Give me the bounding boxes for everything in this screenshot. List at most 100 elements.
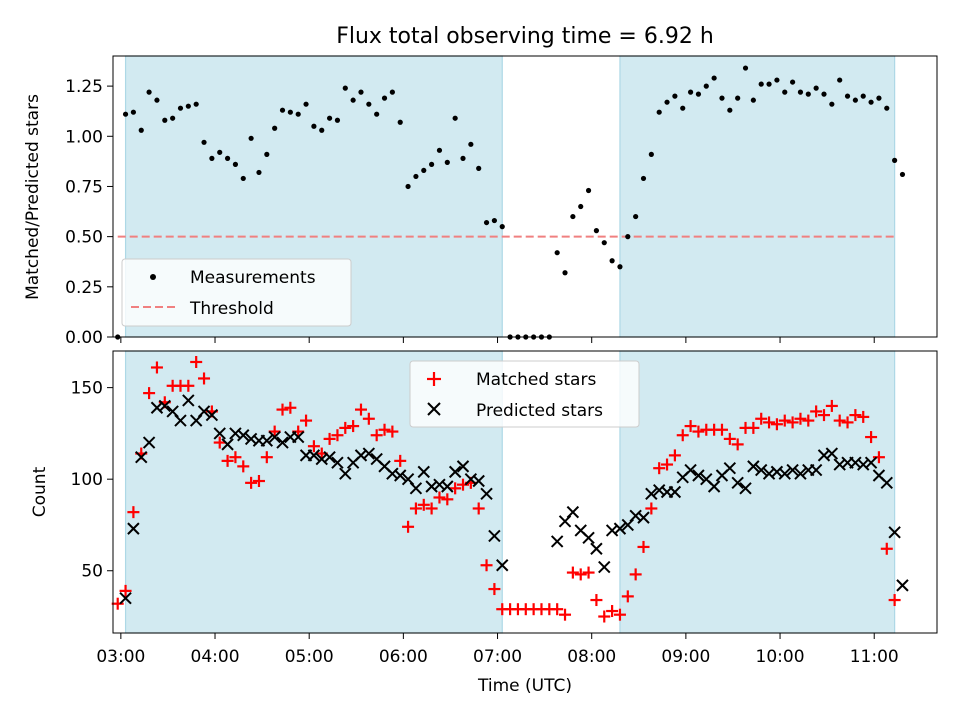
top-x-ticks: [120, 337, 875, 343]
measurement-point: [217, 149, 223, 155]
matched-point: [252, 475, 265, 488]
matched-point: [841, 416, 854, 429]
measurement-point: [381, 95, 388, 101]
y-tick-label: 100: [71, 470, 103, 490]
measurement-point: [562, 270, 568, 276]
predicted-point: [786, 463, 799, 477]
measurement-point: [311, 123, 317, 129]
measurement-point: [899, 171, 906, 178]
measurement-point: [774, 77, 780, 83]
measurement-point: [837, 77, 843, 83]
matched-point: [778, 414, 791, 427]
predicted-point: [339, 467, 352, 480]
measurement-point: [499, 224, 505, 230]
predicted-point: [119, 592, 132, 605]
measurement-point: [240, 175, 246, 182]
measurement-point: [374, 111, 380, 117]
measurement-point: [640, 175, 647, 182]
x-tick-label: 08:00: [567, 647, 616, 667]
matched-point: [300, 414, 313, 427]
matched-point: [715, 423, 728, 436]
measurement-point: [154, 97, 160, 103]
y-tick-label: 1.00: [65, 127, 103, 147]
matched-point: [888, 594, 901, 607]
matched-point: [590, 594, 603, 607]
matched-point: [763, 416, 776, 429]
measurement-point: [782, 89, 788, 95]
y-tick-label: 1.25: [65, 77, 103, 97]
predicted-point: [417, 465, 430, 479]
matched-point: [229, 451, 242, 464]
matched-point: [566, 566, 579, 579]
legend-measurements-marker: [150, 274, 156, 280]
matched-point: [747, 421, 760, 434]
matched-point: [849, 409, 862, 422]
x-tick-label: 09:00: [661, 647, 710, 667]
measurement-point: [609, 258, 615, 264]
measurement-point: [122, 111, 129, 117]
measurement-point: [303, 101, 309, 107]
predicted-point: [456, 460, 470, 473]
predicted-point: [880, 476, 893, 490]
measurement-point: [279, 107, 286, 113]
predicted-point: [794, 467, 807, 480]
predicted-point: [197, 405, 211, 418]
matched-point: [833, 414, 846, 427]
measurements-series: [115, 65, 906, 340]
measurement-point: [185, 103, 191, 109]
matched-point: [292, 425, 305, 438]
predicted-point: [448, 465, 462, 479]
bottom-y-axis: 50 100 150: [71, 379, 113, 582]
predicted-point: [291, 430, 305, 444]
measurement-point: [162, 117, 168, 123]
measurement-point: [389, 89, 395, 95]
matched-point: [770, 418, 783, 431]
measurement-point: [680, 105, 686, 111]
matched-point: [260, 451, 273, 464]
matched-point: [488, 583, 501, 596]
predicted-point: [747, 460, 760, 473]
y-tick-label: 0.25: [65, 278, 103, 298]
measurement-point: [601, 240, 607, 246]
measurement-point: [170, 115, 176, 121]
measurement-point: [554, 250, 560, 256]
measurement-point: [844, 93, 851, 99]
measurement-point: [342, 85, 348, 91]
measurement-point: [852, 97, 858, 103]
predicted-point: [362, 447, 376, 460]
predicted-point: [480, 487, 493, 501]
measurement-point: [334, 117, 341, 123]
predicted-point: [323, 451, 336, 464]
y-tick-label: 0.50: [65, 228, 103, 248]
measurement-point: [248, 135, 254, 141]
measurement-point: [256, 169, 262, 176]
matched-point: [143, 387, 156, 400]
shaded-interval: [619, 55, 896, 338]
legend-measurements-label: Measurements: [190, 268, 316, 288]
top-shaded-intervals: [124, 55, 896, 338]
predicted-point: [739, 482, 752, 495]
matched-point: [606, 605, 619, 618]
matched-point: [653, 462, 666, 475]
x-axis-label: Time (UTC): [477, 676, 572, 696]
matched-point: [613, 608, 626, 621]
matched-point: [629, 568, 642, 581]
predicted-point: [488, 529, 501, 543]
measurement-point: [860, 93, 866, 99]
measurement-point: [868, 99, 874, 105]
predicted-stars-series: [119, 394, 909, 605]
top-y-axis: 0.00 0.25 0.50 0.75 1.00 1.25: [65, 77, 113, 348]
measurement-point: [758, 81, 764, 87]
predicted-point: [707, 480, 721, 493]
predicted-point: [692, 469, 705, 482]
matched-point: [794, 412, 807, 425]
x-tick-label: 05:00: [285, 647, 334, 667]
legend-matched-label: Matched stars: [476, 370, 596, 390]
matched-point: [378, 423, 391, 436]
predicted-point: [731, 476, 744, 490]
matched-point: [221, 454, 234, 467]
predicted-point: [809, 463, 823, 477]
predicted-point: [637, 511, 650, 524]
predicted-point: [668, 485, 682, 499]
measurement-point: [350, 97, 356, 103]
